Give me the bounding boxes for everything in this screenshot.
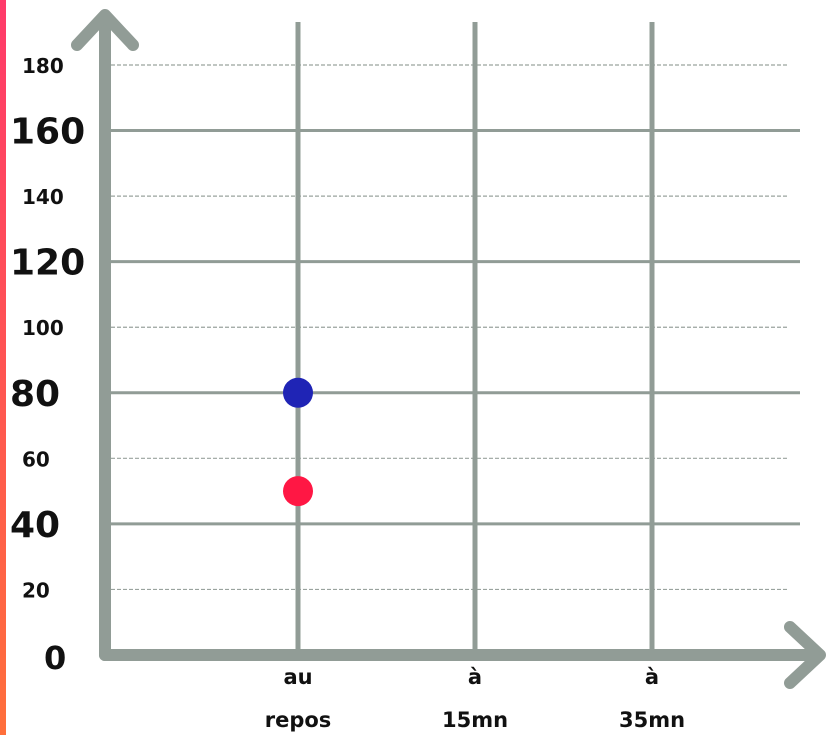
y-tick-label: 100 — [22, 316, 64, 340]
data-point — [283, 476, 313, 507]
y-tick-labels: 0 20 40 60 80 100 120 140 160 180 — [10, 54, 85, 677]
y-tick-label: 0 — [44, 639, 66, 677]
y-tick-label: 80 — [10, 374, 60, 415]
y-tick-label: 60 — [22, 447, 50, 471]
y-axis-arrowhead — [71, 9, 139, 51]
data-points — [283, 377, 313, 507]
x-category-label: 35mn — [619, 708, 685, 732]
y-tick-label: 180 — [22, 54, 64, 78]
x-axis-arrowhead — [784, 621, 826, 689]
x-category-label: à — [468, 665, 482, 689]
y-tick-label: 40 — [10, 505, 60, 546]
x-category-label: au — [283, 665, 312, 689]
y-tick-label: 160 — [10, 112, 85, 153]
grid — [105, 22, 800, 655]
y-tick-label: 120 — [10, 243, 85, 284]
y-tick-label: 20 — [22, 578, 50, 602]
x-category-label: repos — [265, 708, 332, 732]
y-tick-label: 140 — [22, 185, 64, 209]
x-category-label: à — [645, 665, 659, 689]
axes — [71, 9, 826, 689]
x-category-labels: au repos à 15mn à 35mn — [265, 665, 685, 732]
x-category-label: 15mn — [442, 708, 508, 732]
left-accent-stripe — [0, 0, 6, 735]
data-point — [283, 377, 313, 408]
